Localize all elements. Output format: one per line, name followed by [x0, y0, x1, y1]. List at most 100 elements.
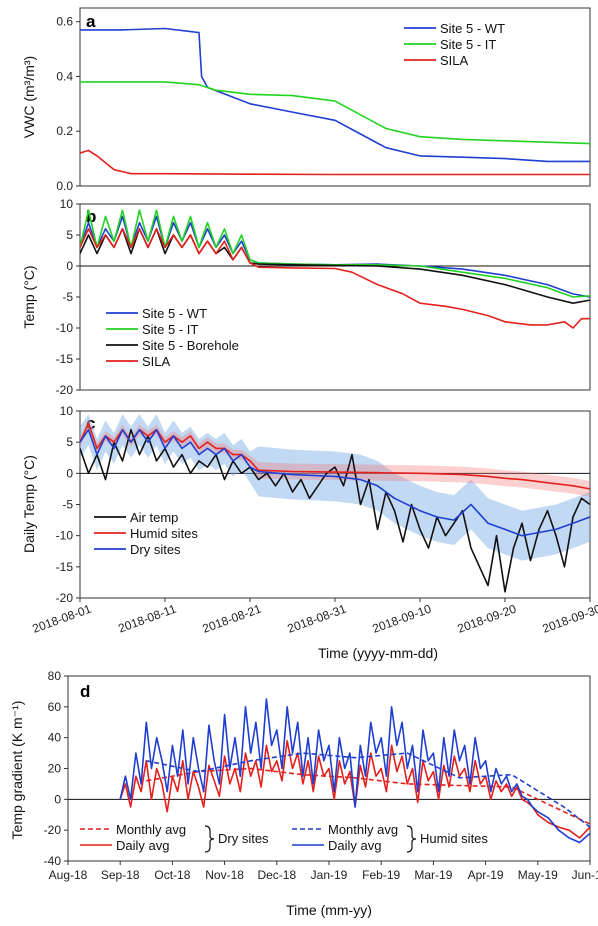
y-tick-label: -15	[56, 352, 74, 366]
panel-b-y-label: Temp (°C)	[21, 265, 37, 328]
x-tick-label: 2018-08-01	[31, 602, 94, 636]
panel-d-label: d	[80, 682, 90, 701]
series-line-dry-sites-monthly-avg	[146, 767, 590, 825]
legend-site5-wt-b: Site 5 - WT	[142, 306, 207, 321]
panel-a-label: a	[86, 12, 96, 31]
panel-d-x-label: Time (mm-yy)	[286, 902, 372, 918]
y-tick-label: 10	[60, 404, 74, 418]
y-tick-label: 0.6	[56, 15, 73, 29]
legend-group-dry-sites: Dry sites	[218, 831, 269, 846]
panel-b-y-ticks: -20 -15 -10 -5 0 5 10	[56, 197, 80, 397]
y-tick-label: -5	[62, 290, 73, 304]
y-tick-label: 10	[60, 197, 74, 211]
panel-d-legend: Monthly avg Daily avg Dry sites Monthly …	[80, 822, 488, 853]
uncertainty-band-dry-sites	[80, 414, 590, 561]
panel-c-legend: Air temp Humid sites Dry sites	[94, 510, 198, 557]
series-line-humid-sites-monthly-avg	[146, 752, 590, 828]
y-tick-label: 40	[48, 731, 62, 745]
y-tick-label: -10	[56, 529, 74, 543]
series-line-site-5-it	[80, 209, 590, 298]
panel-c-label: c	[86, 414, 95, 433]
x-tick-label: May-19	[518, 868, 558, 882]
x-tick-label: Nov-18	[205, 868, 244, 882]
x-tick-label: Dec-18	[257, 868, 296, 882]
y-tick-label: 20	[48, 762, 62, 776]
x-tick-label: 2018-08-21	[201, 602, 264, 636]
legend-dry-sites: Dry sites	[130, 542, 181, 557]
legend-air-temp: Air temp	[130, 510, 178, 525]
y-tick-label: 0.0	[56, 179, 73, 193]
legend-site5-it-b: Site 5 - IT	[142, 322, 198, 337]
panel-d-x-ticks: Aug-18 Sep-18 Oct-18 Nov-18 Dec-18 Jan-19 Feb-…	[49, 861, 598, 882]
x-tick-label: 2018-09-30	[541, 602, 598, 636]
legend-site5-borehole: Site 5 - Borehole	[142, 338, 239, 353]
panel-a-y-ticks: 0.0 0.2 0.4 0.6	[56, 15, 80, 193]
legend-humid-daily: Daily avg	[328, 838, 381, 853]
panel-a-series	[80, 27, 590, 176]
series-line-sila	[80, 149, 590, 176]
y-tick-label: 5	[66, 435, 73, 449]
y-tick-label: 0.4	[56, 69, 73, 83]
panel-d-series	[119, 698, 590, 844]
y-tick-label: -20	[56, 383, 74, 397]
panel-a-frame	[79, 7, 591, 187]
y-tick-label: 0	[66, 466, 73, 480]
panel-b-legend: Site 5 - WT Site 5 - IT Site 5 - Borehol…	[106, 306, 239, 369]
x-tick-label: Feb-19	[362, 868, 400, 882]
legend-site5-it: Site 5 - IT	[440, 37, 496, 52]
uncertainty-band-humid-sites	[80, 418, 590, 497]
x-tick-label: 2018-09-10	[371, 602, 434, 636]
y-tick-label: 80	[48, 669, 62, 683]
panel-c-x-label: Time (yyyy-mm-dd)	[318, 645, 438, 661]
series-line-dry-sites	[80, 428, 590, 537]
legend-dry-monthly: Monthly avg	[116, 822, 186, 837]
x-tick-label: Oct-18	[154, 868, 190, 882]
panel-b-label: b	[86, 207, 96, 226]
panel-c-y-ticks: -20 -15 -10 -5 0 5 10	[56, 404, 80, 605]
panel-d-y-label: Temp gradient (K m⁻¹)	[9, 701, 25, 840]
legend-sila-b: SILA	[142, 354, 171, 369]
y-tick-label: -5	[62, 498, 73, 512]
panel-d-y-ticks: -40 -20 0 20 40 60 80	[44, 669, 68, 868]
x-tick-label: Mar-19	[414, 868, 452, 882]
panel-a-y-label: VWC (m³/m³)	[21, 56, 37, 138]
panel-a: a 0.0 0.2 0.4 0.6 VWC (m³/m³) Site 5 - WT S…	[21, 7, 591, 193]
legend-humid-monthly: Monthly avg	[328, 822, 398, 837]
brace-humid	[406, 825, 417, 853]
y-tick-label: -20	[44, 823, 62, 837]
brace-dry	[204, 825, 215, 853]
series-line-site-5-it	[80, 81, 590, 145]
panel-c-x-ticks: 2018-08-01 2018-08-11 2018-08-21 2018-08-31…	[31, 598, 598, 636]
x-tick-label: Apr-19	[468, 868, 504, 882]
series-line-humid-sites-daily-avg	[119, 698, 590, 844]
panel-d: d -40 -20 0 20 40 60 80 Aug-18 Sep-18 Oct-18 Nov-…	[9, 669, 598, 918]
series-line-sila	[80, 228, 590, 329]
legend-group-humid-sites: Humid sites	[420, 831, 488, 846]
x-tick-label: 2018-08-31	[286, 602, 349, 636]
x-tick-label: 2018-09-20	[456, 602, 519, 636]
panel-b: b -20 -15 -10 -5 0 5 10 Temp (°C) Site 5 - WT …	[21, 197, 591, 397]
y-tick-label: -20	[56, 591, 74, 605]
series-line-dry-sites-daily-avg	[119, 739, 590, 839]
x-tick-label: Jan-19	[311, 868, 348, 882]
y-tick-label: 0	[66, 259, 73, 273]
x-tick-label: Aug-18	[49, 868, 88, 882]
series-line-site-5-wt	[80, 27, 590, 163]
x-tick-label: Sep-18	[101, 868, 140, 882]
y-tick-label: -15	[56, 560, 74, 574]
y-tick-label: -10	[56, 321, 74, 335]
y-tick-label: 5	[66, 228, 73, 242]
y-tick-label: -40	[44, 854, 62, 868]
legend-sila: SILA	[440, 53, 469, 68]
y-tick-label: 0	[54, 792, 61, 806]
panel-b-series	[80, 209, 590, 329]
panel-a-legend: Site 5 - WT Site 5 - IT SILA	[404, 21, 505, 68]
y-tick-label: 0.2	[56, 124, 73, 138]
panel-c-series	[80, 422, 590, 593]
legend-dry-daily: Daily avg	[116, 838, 169, 853]
legend-humid-sites: Humid sites	[130, 526, 198, 541]
legend-site5-wt: Site 5 - WT	[440, 21, 505, 36]
panel-c-y-label: Daily Temp (°C)	[21, 455, 37, 553]
x-tick-label: 2018-08-11	[116, 602, 178, 636]
